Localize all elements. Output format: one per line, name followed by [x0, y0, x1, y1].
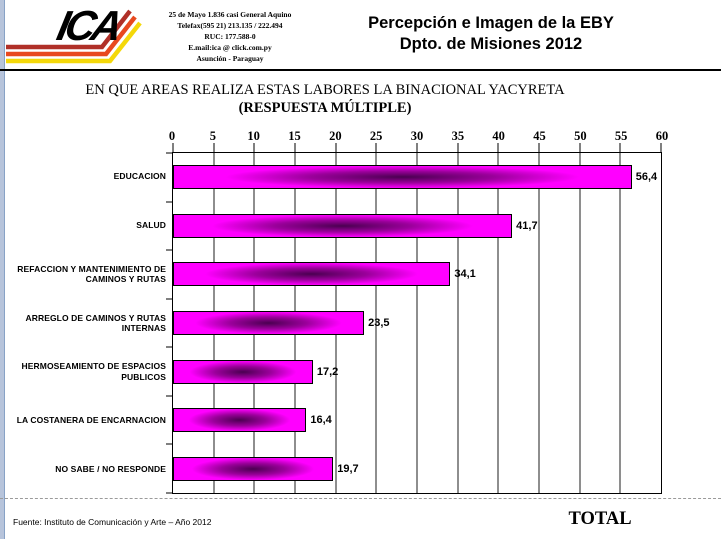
source-note: Fuente: Instituto de Comunicación y Arte… — [13, 517, 212, 527]
logo-text: ICA — [53, 2, 124, 49]
bar — [173, 262, 451, 287]
x-axis-tick-label: 45 — [533, 129, 546, 143]
x-axis-tick — [335, 143, 337, 152]
gridline — [416, 153, 418, 493]
category-label: HERMOSEAMIENTO DE ESPACIOS PUBLICOS — [21, 361, 166, 382]
x-axis-tick — [660, 143, 662, 152]
gridline — [619, 153, 621, 493]
gridline — [579, 153, 581, 493]
bar-value: 56,4 — [635, 171, 658, 184]
x-axis-tick-label: 60 — [655, 129, 669, 143]
bar-row: 23,5 — [173, 299, 661, 348]
bar — [173, 213, 513, 238]
contact-email: E.mail:ica @ click.com.py — [188, 43, 272, 52]
x-axis-tick-label: 20 — [329, 129, 342, 143]
x-axis-tick — [172, 143, 174, 152]
x-axis-tick — [253, 143, 255, 152]
x-axis-tick-label: 25 — [369, 129, 383, 143]
contact-telefax: Telefax(595 21) 213.135 / 222.494 — [177, 21, 283, 30]
category-label: SALUD — [136, 220, 166, 231]
category-label: NO SABE / NO RESPONDE — [55, 464, 166, 475]
report-title-line1: Percepción e Imagen de la EBY — [368, 14, 614, 32]
x-axis-tick — [416, 143, 418, 152]
x-axis-tick — [579, 143, 581, 152]
bar-row: 34,1 — [173, 250, 661, 299]
header-divider — [0, 69, 721, 71]
contact-address: 25 de Mayo 1.836 casi General Aquino — [168, 10, 292, 19]
y-axis-tick — [166, 152, 172, 154]
x-axis-labels: 0 5 10 15 20 25 30 35 40 45 50 55 60 — [168, 129, 668, 143]
x-axis-tick — [497, 143, 499, 152]
x-axis-tick-label: 55 — [614, 129, 628, 143]
y-axis-tick — [166, 443, 172, 445]
x-axis-tick — [213, 143, 215, 152]
x-axis-tick-label: 10 — [247, 129, 260, 143]
category-label: LA COSTANERA DE ENCARNACION — [16, 415, 166, 426]
x-axis-tick — [538, 143, 540, 152]
bar-row: 56,4 — [173, 153, 661, 202]
category-label: REFACCION Y MANTENIMIENTO DE CAMINOS Y R… — [17, 263, 166, 285]
x-axis-tick — [294, 143, 296, 152]
chart-title: EN QUE AREAS REALIZA ESTAS LABORES LA BI… — [8, 81, 642, 117]
bar — [173, 311, 365, 336]
bar-value: 16,4 — [310, 414, 332, 427]
x-axis-tick-label: 50 — [574, 129, 587, 143]
ica-logo: ICA — [6, 2, 168, 66]
logo-stripes-icon — [6, 9, 142, 64]
bar-row: 41,7 — [173, 202, 661, 251]
bar-row: 19,7 — [173, 444, 661, 493]
gridline — [497, 153, 499, 493]
bars: 56,4 41,7 34,1 23,5 17,2 16,4 19,7 — [173, 153, 661, 493]
contact-ruc: RUC: 177.588-0 — [204, 32, 256, 41]
y-axis-tick — [166, 201, 172, 203]
gridline — [538, 153, 540, 493]
y-axis-tick — [166, 492, 172, 494]
x-axis-tick-label: 15 — [288, 129, 301, 143]
category-label: ARREGLO DE CAMINOS Y RUTAS INTERNAS — [25, 312, 166, 334]
header: ICA 25 de Mayo 1.836 casi General Aquino… — [6, 0, 721, 69]
contact-block: 25 de Mayo 1.836 casi General Aquino Tel… — [154, 9, 306, 64]
bar-value: 41,7 — [516, 219, 538, 232]
page-break-line — [0, 498, 721, 499]
total-label: TOTAL — [568, 509, 632, 529]
x-axis-tick — [375, 143, 377, 152]
x-axis-tick-label: 0 — [168, 129, 176, 143]
bar-value: 34,1 — [454, 268, 476, 281]
bar-value: 23,5 — [368, 317, 390, 330]
x-axis-tick-label: 35 — [451, 129, 465, 143]
gridline — [375, 153, 377, 493]
y-axis-tick — [166, 346, 172, 348]
category-labels: EDUCACION SALUD REFACCION Y MANTENIMIENTO … — [6, 152, 166, 494]
bar — [173, 456, 334, 481]
y-axis-tick — [166, 298, 172, 300]
bar — [173, 408, 307, 433]
gridline — [457, 153, 459, 493]
bar-row: 17,2 — [173, 347, 661, 396]
bar — [173, 165, 632, 190]
left-window-border — [0, 0, 5, 539]
x-axis-tick — [457, 143, 459, 152]
category-label: EDUCACION — [113, 171, 166, 182]
x-axis-tick-label: 40 — [492, 129, 505, 143]
y-axis-tick — [166, 249, 172, 251]
x-axis-tick — [619, 143, 621, 152]
plot-area: 56,4 41,7 34,1 23,5 17,2 16,4 19,7 — [166, 143, 662, 494]
bar-row: 16,4 — [173, 396, 661, 445]
report-title-line2: Dpto. de Misiones 2012 — [399, 35, 583, 53]
contact-city: Asunción - Paraguay — [196, 54, 264, 63]
x-axis-tick-label: 5 — [209, 129, 216, 143]
bar-value: 17,2 — [316, 365, 339, 378]
chart-title-line1: EN QUE AREAS REALIZA ESTAS LABORES LA BI… — [85, 82, 565, 98]
y-axis-tick — [166, 395, 172, 397]
bar-value: 19,7 — [337, 462, 359, 475]
bar — [173, 359, 313, 384]
x-axis-tick-label: 30 — [410, 129, 424, 143]
report-title: Percepción e Imagen de la EBY Dpto. de M… — [318, 13, 664, 55]
chart-title-line2: (RESPUESTA MÚLTIPLE) — [238, 100, 412, 116]
